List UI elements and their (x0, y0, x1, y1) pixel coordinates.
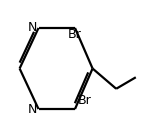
Text: N: N (28, 102, 37, 115)
Text: N: N (28, 22, 37, 35)
Text: Br: Br (68, 28, 82, 42)
Text: Br: Br (78, 94, 92, 107)
